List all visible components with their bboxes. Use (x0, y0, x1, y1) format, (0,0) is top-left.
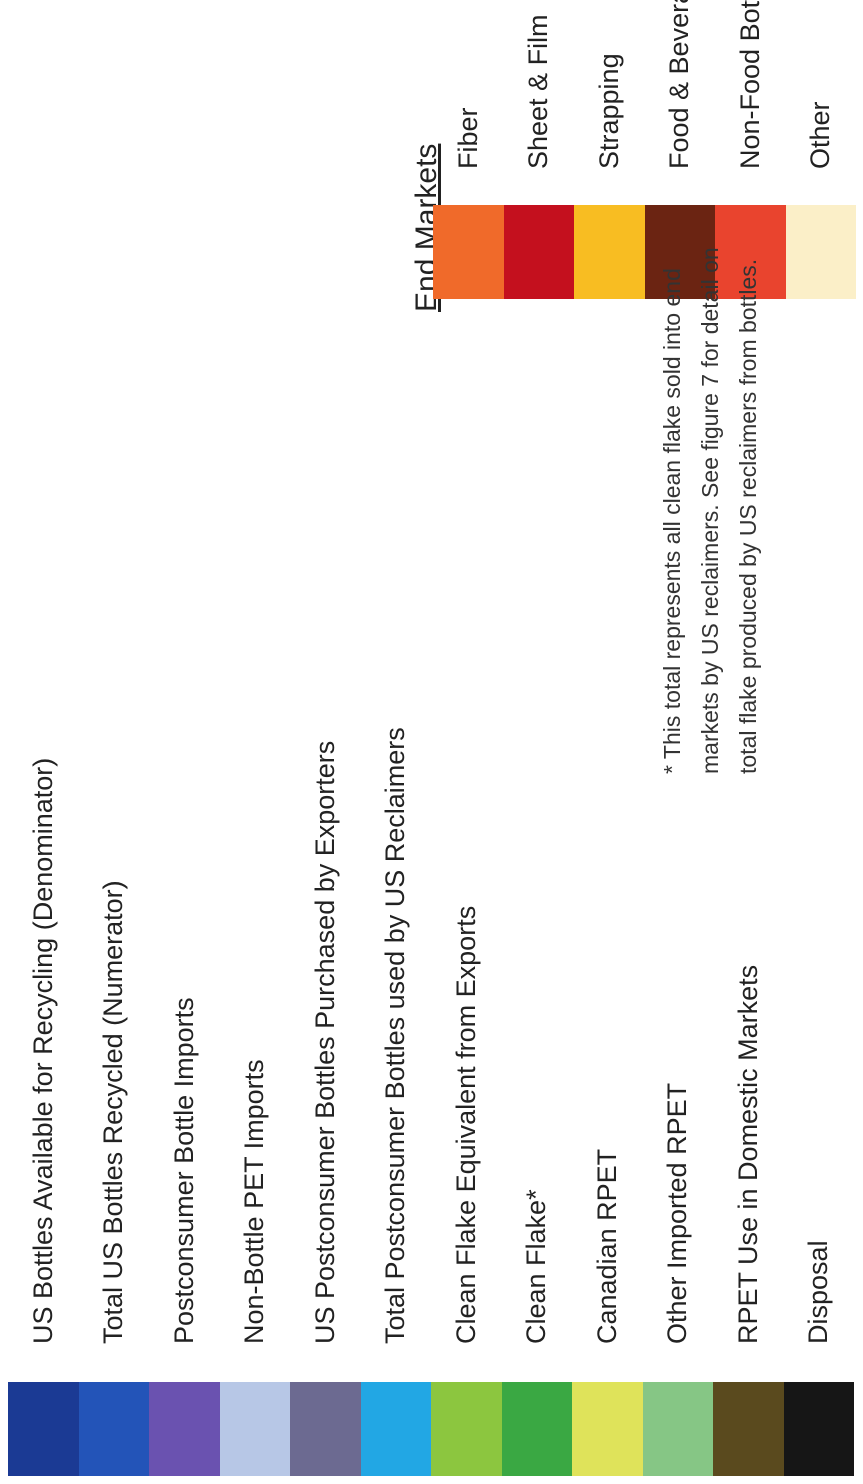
legend-swatch (501, 1382, 572, 1476)
legend-label: Non-Bottle PET Imports (239, 1059, 270, 1344)
legend-label: US Bottles Available for Recycling (Deno… (27, 757, 58, 1344)
legend-swatch (8, 1382, 79, 1476)
legend-label: Disposal (803, 1240, 834, 1344)
legend-swatch (290, 1382, 361, 1476)
legend-item: Strapping (574, 0, 645, 299)
legend-label: Other (805, 101, 836, 169)
legend-label: Total US Bottles Recycled (Numerator) (98, 880, 129, 1344)
legend-swatch (431, 1382, 502, 1476)
legend-item: Sheet & Film (503, 0, 574, 299)
legend-item: Other (785, 0, 856, 299)
legend-item: US Postconsumer Bottles Purchased by Exp… (290, 727, 361, 1476)
legend-item: Total Postconsumer Bottles used by US Re… (360, 727, 431, 1476)
legend-label: US Postconsumer Bottles Purchased by Exp… (309, 740, 340, 1344)
footnote-line: total flake produced by US reclaimers fr… (735, 258, 761, 774)
end-markets-legend: Fiber Sheet & Film Strapping Food & Beve… (433, 0, 856, 299)
legend-label: RPET Use in Domestic Markets (732, 964, 763, 1344)
footnote: * This total represents all clean flake … (653, 247, 767, 774)
legend-label: Food & Beverage Bottles (664, 0, 695, 169)
legend-label: Clean Flake* (521, 1189, 552, 1344)
legend-swatch (642, 1382, 713, 1476)
footnote-line: * This total represents all clean flake … (659, 268, 685, 774)
legend-item: Other Imported RPET (642, 727, 713, 1476)
legend-label: Canadian RPET (591, 1148, 622, 1344)
footnote-line: markets by US reclaimers. See figure 7 f… (697, 247, 723, 774)
legend-label: Total Postconsumer Bottles used by US Re… (380, 727, 411, 1344)
flow-stage-legend: US Bottles Available for Recycling (Deno… (8, 727, 854, 1476)
legend-swatch (360, 1382, 431, 1476)
legend-item: Clean Flake Equivalent from Exports (431, 727, 502, 1476)
legend-swatch (149, 1382, 220, 1476)
legend-label: Other Imported RPET (662, 1082, 693, 1344)
legend-item: Canadian RPET (572, 727, 643, 1476)
legend-item: RPET Use in Domestic Markets (713, 727, 784, 1476)
legend-label: Fiber (452, 107, 483, 169)
legend-item: Fiber (433, 0, 504, 299)
legend-swatch (785, 205, 856, 299)
legend-swatch (572, 1382, 643, 1476)
legend-swatch (433, 205, 504, 299)
legend-item: US Bottles Available for Recycling (Deno… (8, 727, 79, 1476)
legend-item: Total US Bottles Recycled (Numerator) (78, 727, 149, 1476)
legend-swatch (503, 205, 574, 299)
legend-label: Postconsumer Bottle Imports (168, 997, 199, 1344)
legend-item: Non-Bottle PET Imports (219, 727, 290, 1476)
legend-label: Clean Flake Equivalent from Exports (450, 905, 481, 1344)
legend-label: Strapping (593, 53, 624, 169)
legend-item: Disposal (783, 727, 854, 1476)
legend-swatch (78, 1382, 149, 1476)
legend-swatch (219, 1382, 290, 1476)
legend-label: Sheet & Film (523, 14, 554, 169)
legend-swatch (574, 205, 645, 299)
legend-item: Clean Flake* (501, 727, 572, 1476)
legend-item: Postconsumer Bottle Imports (149, 727, 220, 1476)
legend-swatch (713, 1382, 784, 1476)
legend-swatch (783, 1382, 854, 1476)
legend-label: Non-Food Bottles (734, 0, 765, 169)
